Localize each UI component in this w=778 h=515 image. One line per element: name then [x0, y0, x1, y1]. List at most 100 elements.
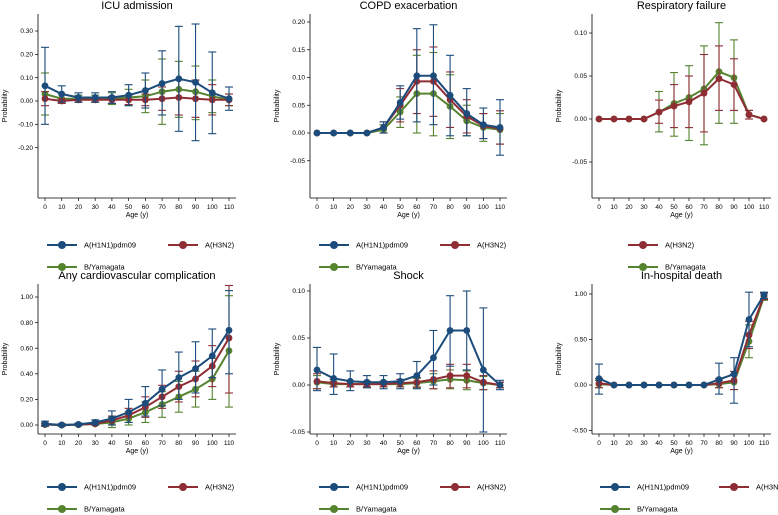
data-point [496, 124, 504, 131]
data-point [330, 129, 338, 137]
series-line [598, 294, 765, 386]
data-point [610, 115, 618, 123]
x-tick-label: 0 [597, 440, 601, 447]
x-tick-label: 50 [125, 440, 133, 447]
x-tick-label: 70 [700, 204, 708, 211]
x-tick-label: 100 [478, 204, 489, 211]
series-a-h1n1-pdm09 [595, 291, 768, 404]
data-point [75, 420, 82, 428]
x-tick-label: 10 [330, 440, 338, 447]
legend-label: B/Yamagata [84, 263, 126, 272]
data-point [58, 90, 66, 98]
data-point [745, 111, 753, 119]
x-tick-label: 110 [224, 204, 235, 211]
x-tick-label: 30 [363, 440, 371, 447]
data-point [413, 372, 421, 379]
x-tick-label: 10 [58, 204, 66, 211]
data-point [730, 370, 738, 378]
data-point [625, 115, 633, 123]
data-point [158, 385, 166, 393]
data-point [108, 415, 116, 422]
x-tick-label: 100 [207, 204, 218, 211]
chart-in-hospital-death: In-hospital death -0.50 0.00 0.50 1.00 Probab… [556, 270, 778, 514]
y-tick-label: 0.05 [574, 73, 587, 80]
legend-marker [611, 483, 619, 491]
x-tick-label: 90 [192, 440, 200, 447]
legend-item-b-yamagata: B/Yamagata [47, 505, 126, 514]
legend-marker [179, 241, 187, 249]
series-line [316, 329, 501, 386]
legend-item-a-h3n2: A(H3N2) [719, 483, 778, 492]
y-tick-label: 1.00 [574, 291, 587, 298]
legend-label: A(H3N2) [477, 241, 507, 250]
y-tick-label: -0.05 [572, 159, 587, 166]
data-point [655, 108, 663, 116]
series-a-h3n2 [313, 46, 504, 145]
x-axis-label: Age (y) [397, 212, 420, 219]
series-line [317, 92, 501, 134]
data-point [640, 381, 648, 389]
x-tick-label: 80 [446, 440, 454, 447]
y-tick-label: 0.20 [20, 397, 33, 404]
x-tick-label: 100 [478, 440, 489, 447]
x-tick-label: 90 [192, 204, 200, 211]
data-point [208, 352, 216, 360]
y-axis-label: Probability [274, 89, 281, 122]
x-tick-label: 0 [315, 440, 319, 447]
x-tick-label: 100 [207, 440, 218, 447]
legend-label: A(H1N1)pdm09 [356, 241, 408, 250]
x-tick-label: 70 [430, 440, 438, 447]
series-a-h1n1-pdm09 [313, 290, 504, 433]
data-point [346, 377, 354, 385]
x-tick-label: 100 [744, 440, 755, 447]
x-tick-label: 0 [597, 204, 601, 211]
data-point [595, 375, 603, 383]
data-point [685, 98, 693, 106]
x-tick-label: 20 [347, 204, 355, 211]
y-tick-label: 0.00 [20, 422, 33, 429]
x-tick-label: 20 [625, 440, 633, 447]
series-line [599, 77, 765, 120]
data-point [75, 94, 82, 101]
data-point [685, 381, 693, 389]
data-point [479, 121, 487, 129]
data-point [463, 110, 471, 117]
legend: A(H1N1)pdm09 A(H3N2) B/Yamagata [600, 483, 778, 514]
legend-marker [330, 483, 338, 491]
x-tick-label: 100 [744, 204, 755, 211]
series-line [44, 77, 230, 100]
data-point [363, 378, 371, 386]
x-tick-label: 80 [715, 440, 723, 447]
x-axis-label: Age (y) [670, 212, 693, 219]
data-point [158, 80, 166, 87]
y-tick-label: 0.20 [292, 19, 305, 26]
data-point [346, 129, 354, 137]
data-point [463, 372, 471, 379]
x-tick-label: 60 [142, 204, 150, 211]
legend-label: B/Yamagata [637, 505, 679, 514]
legend-marker [611, 505, 619, 513]
chart-title: Any cardiovascular complication [58, 270, 215, 282]
series-b-yamagata [595, 22, 768, 146]
legend-label: A(H3N2) [665, 241, 695, 250]
legend-item-b-yamagata: B/Yamagata [47, 263, 126, 272]
x-tick-label: 10 [610, 440, 618, 447]
data-point [670, 381, 678, 389]
chart-title: In-hospital death [641, 270, 722, 282]
x-tick-label: 10 [610, 204, 618, 211]
legend-label: A(H3N2) [205, 483, 235, 492]
legend-label: B/Yamagata [356, 263, 398, 272]
x-tick-label: 10 [58, 440, 66, 447]
y-axis-label: Probability [556, 89, 563, 122]
data-point [760, 291, 768, 299]
y-tick-label: 0.15 [292, 47, 305, 54]
x-tick-label: 30 [92, 440, 100, 447]
series-a-h1n1-pdm09 [313, 24, 504, 156]
series-a-h3n2 [595, 45, 768, 133]
series-line [44, 337, 230, 427]
legend-marker [639, 241, 647, 249]
x-tick-label: 70 [158, 440, 166, 447]
y-tick-label: 0.40 [20, 371, 33, 378]
legend-marker [179, 483, 187, 491]
x-tick-label: 40 [108, 204, 116, 211]
